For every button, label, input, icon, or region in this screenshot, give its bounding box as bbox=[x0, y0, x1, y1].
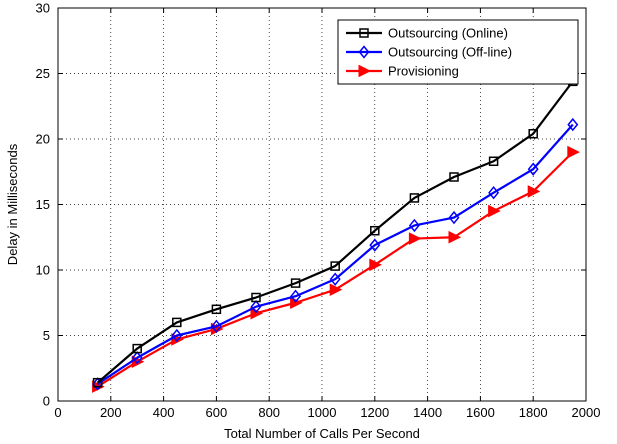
x-tick-label: 1800 bbox=[519, 405, 548, 420]
series-1-line bbox=[96, 123, 574, 385]
series-1-point-marker bbox=[488, 186, 500, 200]
series-0-point-marker bbox=[370, 225, 380, 236]
series-2-point-marker bbox=[448, 230, 462, 244]
series-0-point-marker bbox=[488, 156, 499, 167]
series-1-point-marker bbox=[527, 162, 539, 176]
series-1-group bbox=[92, 117, 579, 391]
series-2-point-marker bbox=[408, 232, 422, 245]
series-1-point-marker bbox=[210, 319, 222, 334]
series-0-point-marker bbox=[330, 261, 340, 271]
series-1-point-marker bbox=[567, 117, 579, 132]
series-0-point-marker bbox=[172, 317, 182, 328]
series-0-point-marker bbox=[409, 193, 420, 203]
y-tick-label: 15 bbox=[36, 197, 50, 212]
x-tick-label: 800 bbox=[258, 405, 280, 420]
series-2-point-marker bbox=[329, 283, 343, 296]
series-0-line bbox=[96, 80, 574, 384]
grid-lines bbox=[58, 8, 586, 401]
x-tick-label: 200 bbox=[100, 405, 122, 420]
y-tick-label: 0 bbox=[43, 394, 50, 409]
series-2-point-marker bbox=[527, 185, 541, 198]
x-tick-label: 1000 bbox=[308, 405, 337, 420]
series-2-group bbox=[92, 145, 580, 393]
series-layer bbox=[92, 76, 580, 393]
x-tick-label: 1600 bbox=[466, 405, 495, 420]
legend-label: Outsourcing (Off-line) bbox=[388, 45, 512, 60]
y-tick-label: 5 bbox=[43, 328, 50, 343]
x-tick-label: 1200 bbox=[360, 405, 389, 420]
y-tick-label: 10 bbox=[36, 263, 50, 278]
legend: Outsourcing (Online) Outsourcing (Off-lin… bbox=[337, 19, 579, 85]
series-1-point-marker bbox=[329, 272, 341, 286]
series-2-point-marker bbox=[567, 145, 580, 159]
series-1-point-marker bbox=[250, 299, 262, 314]
x-tick-label: 1400 bbox=[413, 405, 442, 420]
x-tick-label: 600 bbox=[206, 405, 228, 420]
series-0-point-marker bbox=[251, 292, 261, 303]
axis-ticks: 0 200 400 600 800 1000 1200 1400 1600 1800 2000 0 5 1… bbox=[36, 1, 601, 421]
y-tick-label: 25 bbox=[36, 66, 50, 81]
x-tick-label: 0 bbox=[54, 405, 61, 420]
series-1-point-marker bbox=[358, 45, 370, 59]
series-1-point-marker bbox=[448, 210, 460, 225]
x-tick-label: 400 bbox=[153, 405, 175, 420]
x-tick-label: 2000 bbox=[572, 405, 601, 420]
y-tick-label: 20 bbox=[36, 132, 50, 147]
series-0-point-marker bbox=[132, 343, 142, 354]
series-0-point-marker bbox=[211, 304, 222, 315]
series-0-group bbox=[92, 76, 578, 388]
series-1-point-marker bbox=[408, 218, 420, 233]
series-0-point-marker bbox=[359, 28, 369, 38]
series-2-point-marker bbox=[358, 64, 372, 78]
y-tick-label: 30 bbox=[36, 1, 50, 16]
series-1-point-marker bbox=[290, 289, 302, 303]
series-0-point-marker bbox=[92, 377, 103, 388]
series-0-point-marker bbox=[290, 278, 301, 288]
series-1-point-marker bbox=[171, 328, 183, 343]
legend-label: Outsourcing (Online) bbox=[388, 26, 508, 41]
series-0-point-marker bbox=[528, 129, 538, 139]
series-2-point-marker bbox=[369, 258, 382, 272]
series-1-point-marker bbox=[92, 377, 104, 391]
series-0-point-marker bbox=[449, 172, 459, 182]
series-2-point-marker bbox=[488, 204, 501, 218]
series-1-point-marker bbox=[131, 351, 143, 365]
series-1-point-marker bbox=[369, 238, 381, 252]
y-axis-title: Delay in Milliseconds bbox=[5, 143, 20, 265]
legend-label: Provisioning bbox=[388, 64, 459, 79]
x-axis-title: Total Number of Calls Per Second bbox=[224, 426, 420, 441]
